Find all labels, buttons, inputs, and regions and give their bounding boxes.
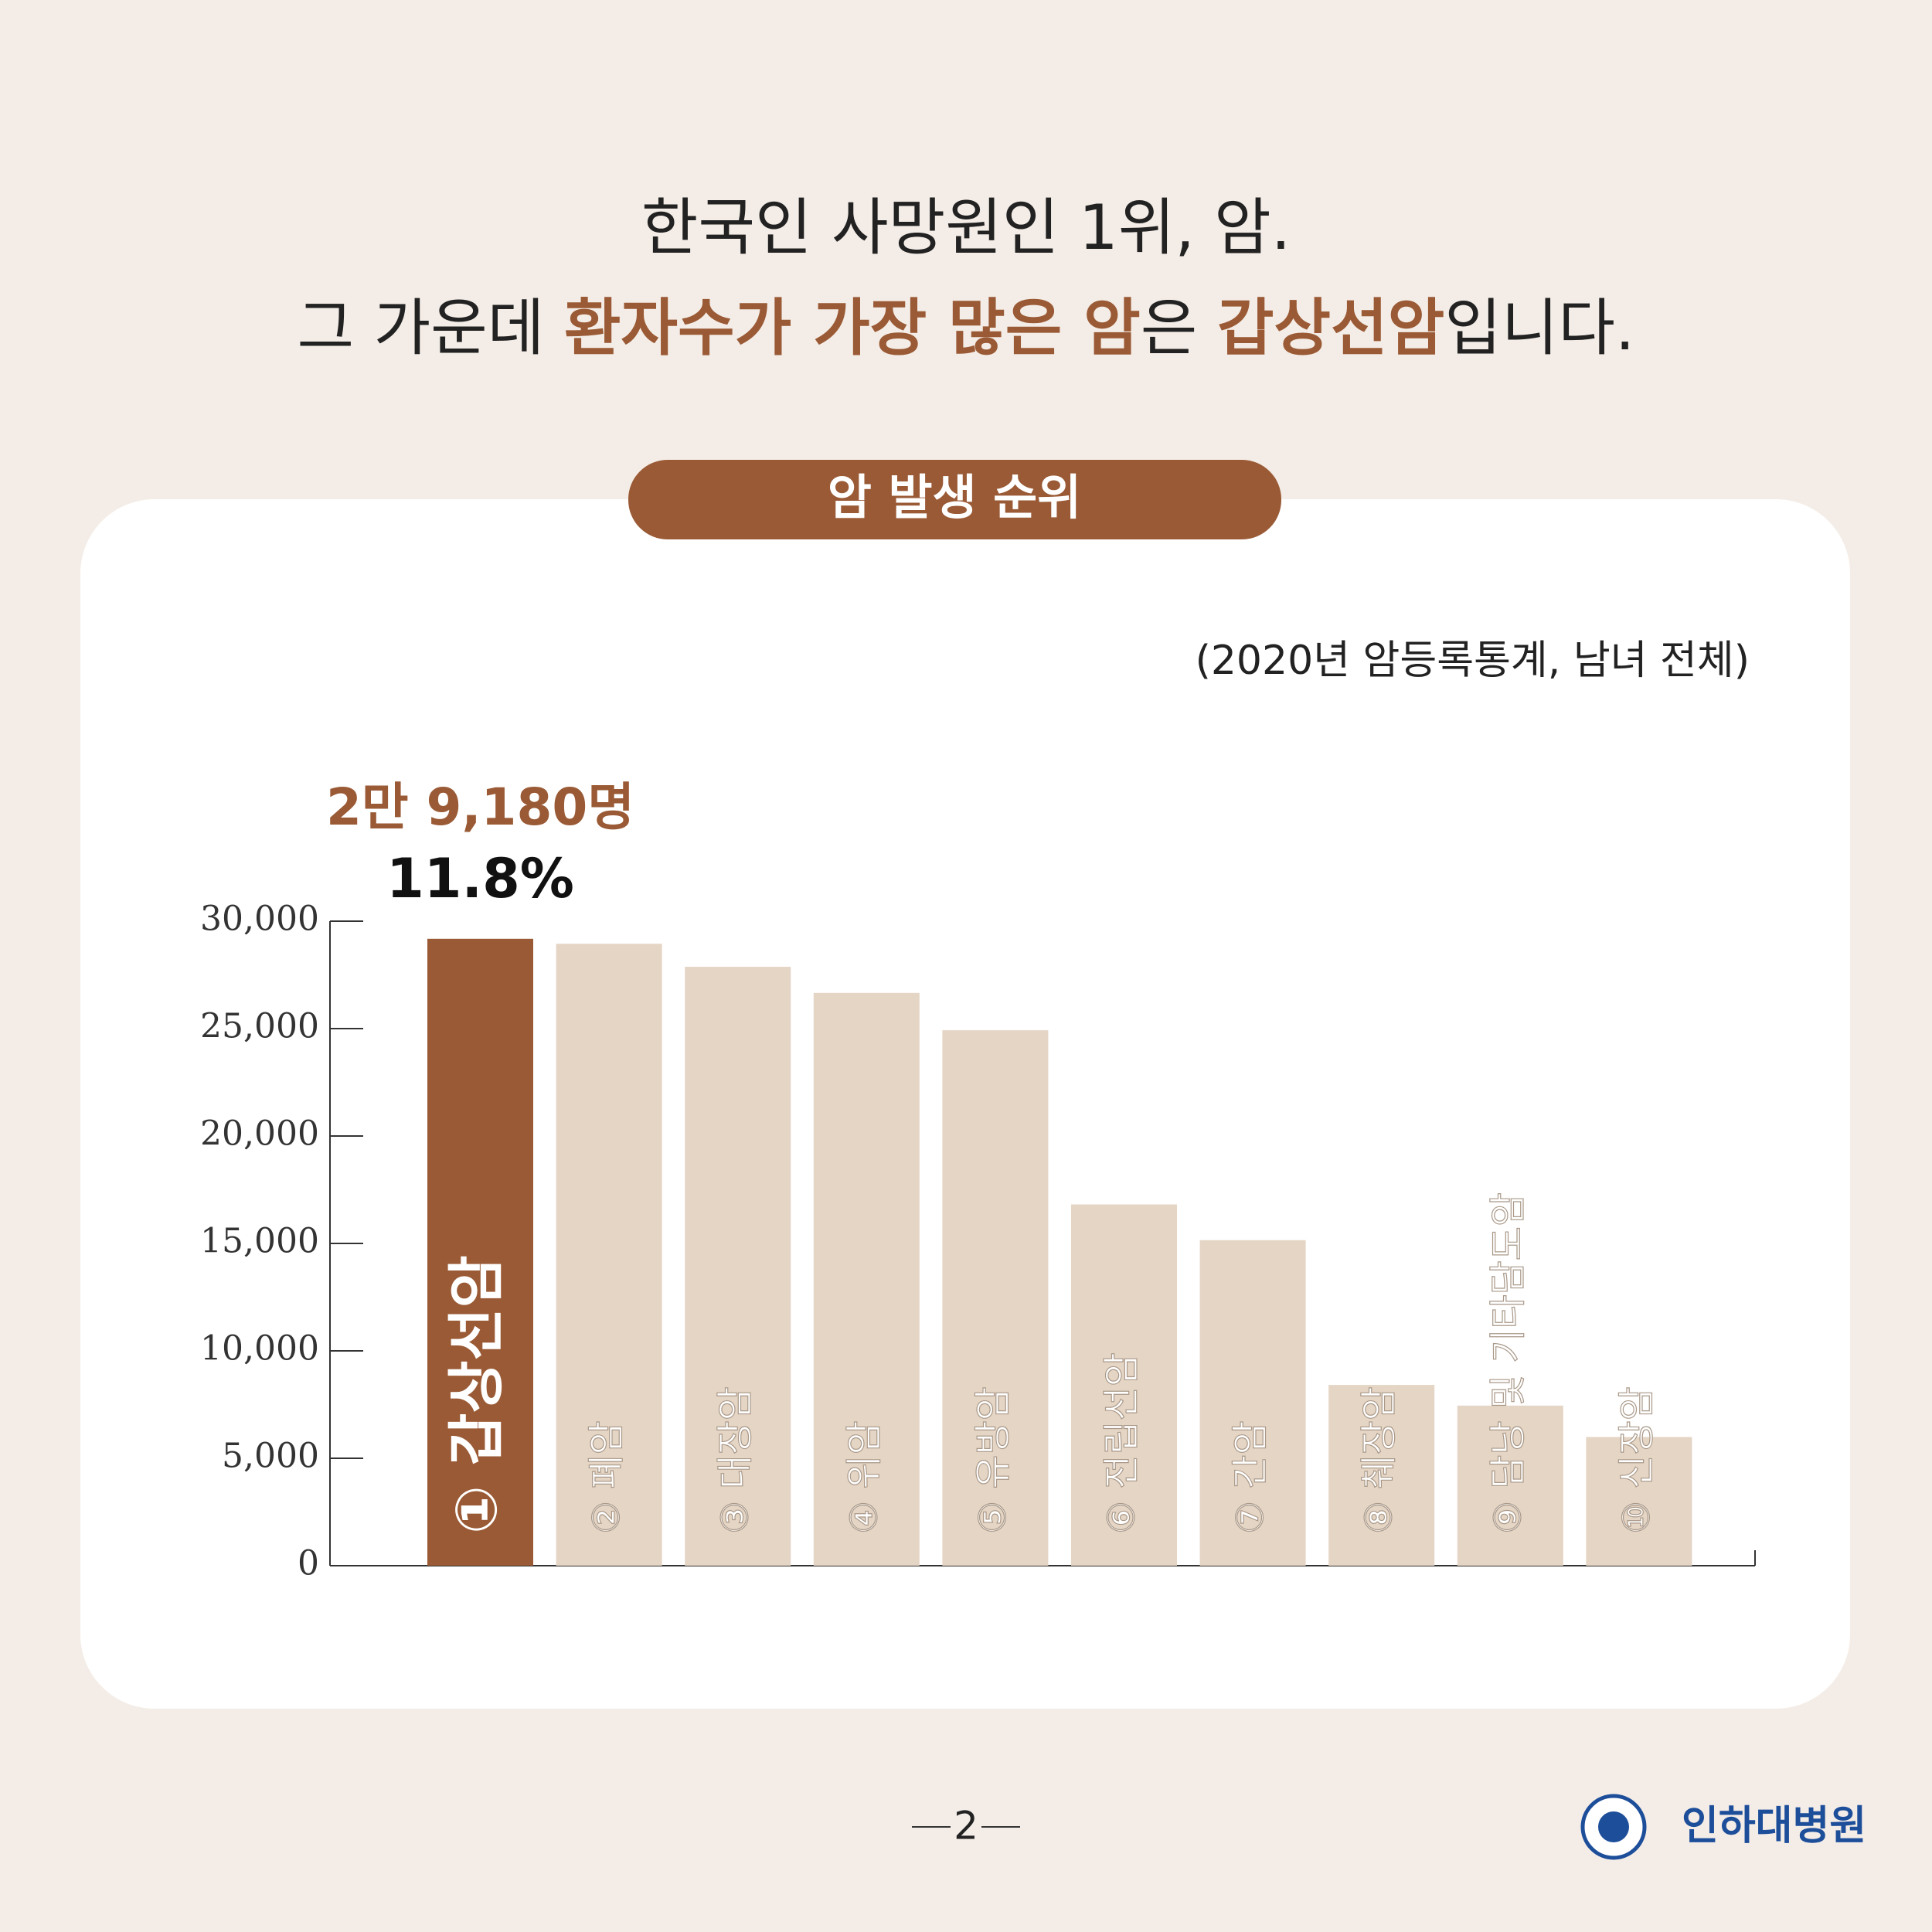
- category-label: ② 폐암: [585, 1420, 628, 1534]
- bar: [942, 1030, 1049, 1566]
- bar: [685, 967, 791, 1566]
- bar: [1457, 1405, 1563, 1566]
- category-label: ⑦ 간암: [1229, 1420, 1272, 1534]
- y-tick-label: 5,000: [222, 1437, 319, 1476]
- title-line2: 그 가운데 환자수가 가장 많은 암은 갑상선암입니다.: [298, 292, 1635, 364]
- title-segment: 입니다.: [1444, 292, 1634, 364]
- page-number: 2: [954, 1804, 978, 1849]
- bar: [556, 944, 662, 1566]
- category-label: ⑨ 담낭 및 기타담도암: [1486, 1192, 1529, 1534]
- category-label: ④ 위암: [842, 1420, 886, 1534]
- bar: [1586, 1437, 1692, 1566]
- share-label: 11.8%: [386, 847, 574, 910]
- bar: [427, 938, 533, 1566]
- title-segment: 환자수가 가장 많은 암: [564, 292, 1141, 364]
- category-label: ③ 대장암: [714, 1386, 757, 1534]
- title-pill: [628, 460, 1281, 539]
- y-tick-label: 0: [298, 1544, 319, 1583]
- category-label: ⑤ 유방암: [971, 1386, 1015, 1534]
- subtitle: (2020년 암등록통계, 남녀 전체): [1196, 638, 1750, 684]
- y-tick-label: 25,000: [200, 1007, 319, 1046]
- chart-title: 암 발생 순위: [828, 469, 1081, 526]
- y-tick-label: 15,000: [200, 1222, 319, 1261]
- logo-text: 인하대병원: [1682, 1803, 1866, 1849]
- y-tick-label: 10,000: [200, 1329, 319, 1369]
- title-segment: 은: [1141, 292, 1217, 364]
- category-label: ⑧ 췌장암: [1358, 1386, 1401, 1534]
- category-label: ① 갑상선암: [444, 1255, 510, 1534]
- logo-emblem-core: [1598, 1811, 1629, 1842]
- bar: [813, 992, 920, 1566]
- bar: [1199, 1240, 1306, 1566]
- y-tick-label: 20,000: [200, 1114, 319, 1154]
- title-segment: 그 가운데: [298, 292, 564, 364]
- category-label: ⑥ 전립선암: [1100, 1352, 1144, 1534]
- title-segment: 갑상선암: [1217, 292, 1444, 364]
- title-line1: 한국인 사망원인 1위, 암.: [641, 192, 1291, 264]
- bar: [1328, 1385, 1435, 1566]
- bar: [1071, 1204, 1177, 1566]
- y-tick-label: 30,000: [200, 900, 319, 939]
- value-label: 2만 9,180명: [326, 777, 634, 837]
- category-label: ⑩ 신장암: [1615, 1386, 1658, 1534]
